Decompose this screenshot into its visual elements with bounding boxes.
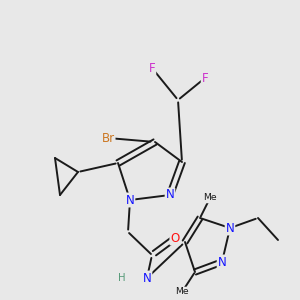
Text: Br: Br <box>101 131 115 145</box>
Text: N: N <box>142 272 152 284</box>
Text: Me: Me <box>203 194 217 202</box>
Text: F: F <box>202 71 208 85</box>
Text: O: O <box>170 232 180 244</box>
Text: N: N <box>226 221 234 235</box>
Text: H: H <box>118 273 126 283</box>
Text: F: F <box>149 61 155 74</box>
Text: N: N <box>218 256 226 268</box>
Text: N: N <box>166 188 174 202</box>
Text: Me: Me <box>175 287 189 296</box>
Text: N: N <box>126 194 134 206</box>
